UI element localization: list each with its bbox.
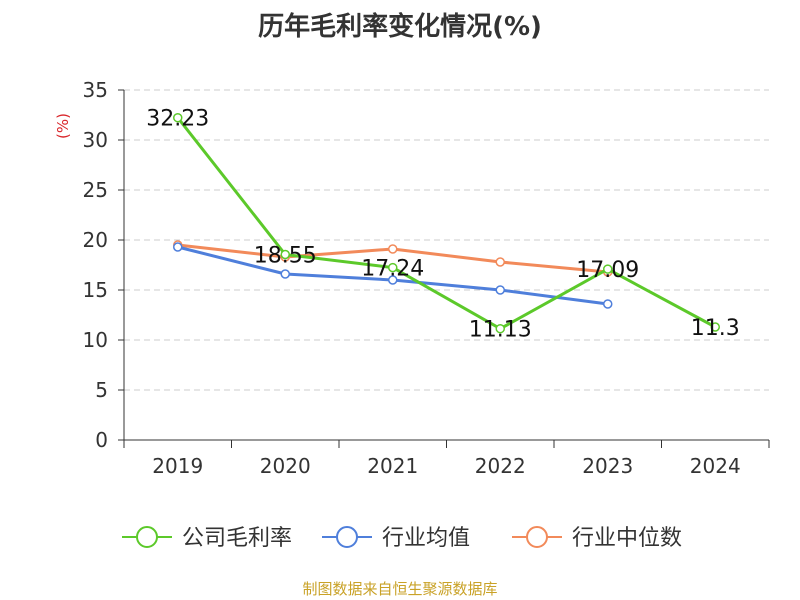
legend-label: 行业中位数: [572, 526, 682, 551]
x-tick-label: 2019: [152, 454, 203, 478]
series-line: [176, 116, 716, 331]
axes: 0 5 10 15 20 25 30 35 (%) 2019 2020 2021 2022 2023 202…: [54, 78, 770, 478]
x-tick-label: 2021: [367, 454, 418, 478]
legend-item[interactable]: 行业中位数: [512, 526, 682, 551]
x-tick-label: 2022: [475, 454, 526, 478]
data-label: 17.24: [361, 257, 424, 282]
legend-item[interactable]: 公司毛利率: [122, 526, 292, 551]
y-tick-label: 0: [95, 428, 108, 452]
data-point: [603, 264, 613, 274]
source-footer: 制图数据来自恒生聚源数据库: [302, 580, 498, 598]
legend-label: 公司毛利率: [182, 526, 292, 551]
data-point: [388, 262, 398, 273]
data-label: 17.09: [576, 258, 639, 283]
chart-title: 历年毛利率变化情况(%): [258, 12, 542, 42]
data-labels: 32.23 18.55 17.24 11.13 17.09 11.3: [146, 107, 739, 343]
x-tick-label: 2020: [260, 454, 311, 478]
data-label: 11.3: [691, 316, 740, 341]
y-tick-label: 5: [95, 378, 108, 402]
legend-item[interactable]: 行业均值: [322, 526, 470, 551]
y-tick-label: 10: [83, 328, 108, 352]
data-point: [495, 285, 505, 295]
legend-marker: [136, 526, 158, 548]
data-label: 11.13: [469, 318, 532, 343]
data-point: [388, 275, 398, 285]
y-tick-label: 35: [83, 78, 108, 102]
data-point: [280, 249, 290, 260]
data-point: [173, 242, 183, 252]
y-tick-label: 15: [83, 278, 108, 302]
y-tick-label: 25: [83, 178, 108, 202]
y-axis-label: (%): [54, 113, 72, 139]
data-point: [495, 323, 505, 334]
y-tick-label: 20: [83, 228, 108, 252]
legend-label: 行业均值: [382, 526, 470, 551]
series-lines: [173, 112, 720, 334]
x-tick-label: 2023: [582, 454, 633, 478]
data-label: 18.55: [254, 244, 317, 269]
y-tick-label: 30: [83, 128, 108, 152]
data-label: 32.23: [146, 107, 209, 132]
legend-marker: [336, 526, 358, 548]
legend[interactable]: 公司毛利率 行业均值 行业中位数: [122, 526, 682, 551]
data-point: [173, 112, 183, 123]
data-point: [603, 299, 613, 309]
x-tick-label: 2024: [690, 454, 741, 478]
data-point: [495, 257, 505, 267]
data-point: [388, 244, 398, 254]
legend-marker: [526, 526, 548, 548]
grid-lines: [124, 89, 769, 391]
data-point: [280, 269, 290, 279]
data-point: [710, 322, 720, 332]
